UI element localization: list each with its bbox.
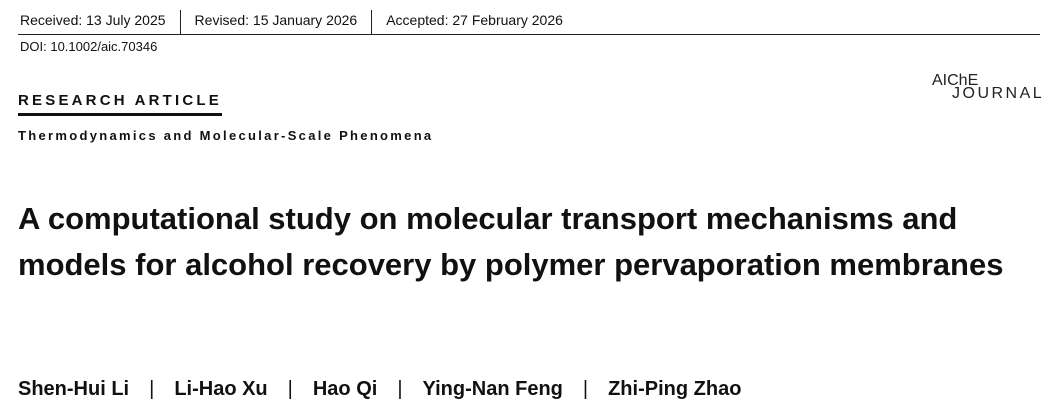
logo-line-1: AIChE: [932, 72, 979, 89]
section-heading: Thermodynamics and Molecular-Scale Pheno…: [18, 128, 434, 143]
accepted-date: Accepted: 27 February 2026: [371, 10, 577, 34]
logo-line-2: JOURNAL: [952, 85, 1045, 102]
author[interactable]: Zhi-Ping Zhao: [608, 378, 742, 400]
author[interactable]: Li-Hao Xu: [174, 378, 268, 400]
author-list: Shen-Hui Li | Li-Hao Xu | Hao Qi | Ying-…: [18, 378, 741, 401]
author[interactable]: Ying-Nan Feng: [422, 378, 563, 400]
revised-date: Revised: 15 January 2026: [179, 10, 372, 34]
author[interactable]: Hao Qi: [312, 378, 378, 400]
author-separator: |: [582, 378, 589, 400]
received-date: Received: 13 July 2025: [20, 12, 166, 28]
author-separator: |: [287, 378, 293, 400]
doi[interactable]: DOI: 10.1002/aic.70346: [20, 39, 158, 54]
paper-title: A computational study on molecular trans…: [18, 201, 1004, 282]
article-type: RESEARCH ARTICLE: [18, 92, 222, 116]
author-separator: |: [149, 378, 155, 400]
journal-logo: AIChE JOURNAL: [932, 72, 1045, 102]
dates-bar: Received: 13 July 2025 Revised: 15 Janua…: [18, 10, 1040, 35]
author[interactable]: Shen-Hui Li: [18, 378, 130, 400]
author-separator: |: [397, 378, 403, 400]
